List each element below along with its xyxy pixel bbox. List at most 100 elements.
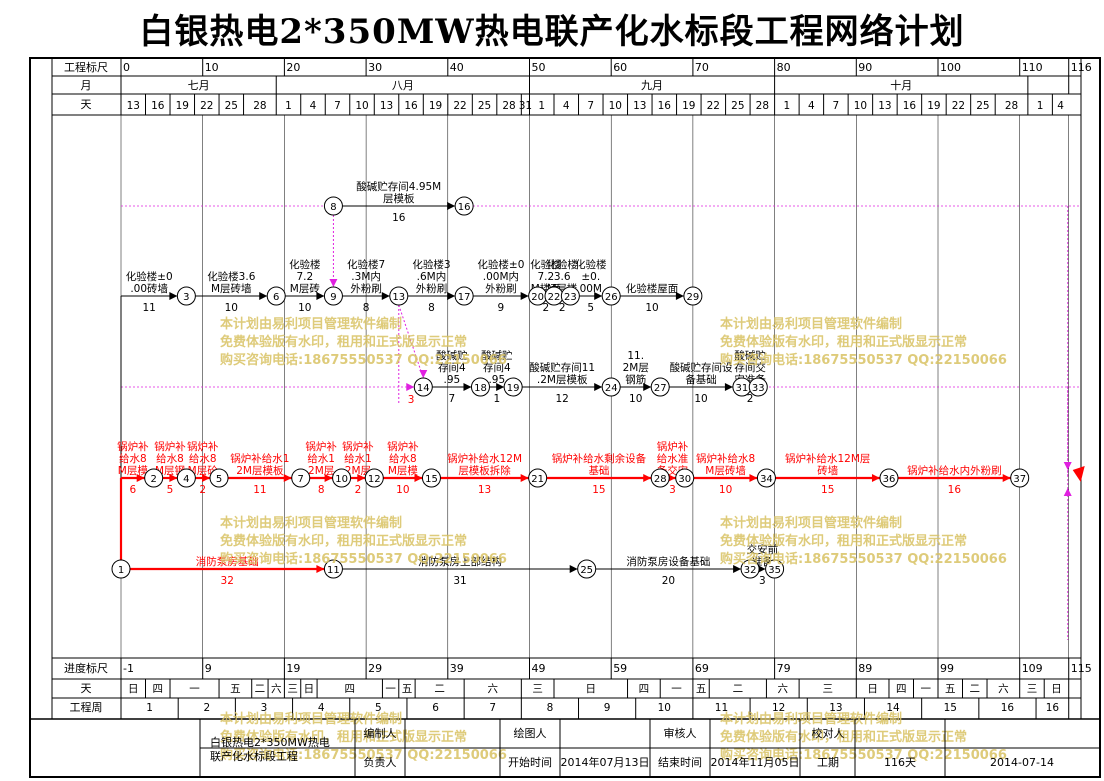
weekday-label: 日	[128, 683, 139, 695]
weekday-label: 日	[1051, 683, 1062, 695]
activity-duration: 7	[449, 393, 456, 405]
network-node	[413, 377, 433, 397]
activity-duration: 12	[555, 393, 568, 405]
activity-duration: 31	[453, 575, 466, 587]
progress-row-label: 进度标尺	[64, 661, 108, 675]
sig-date-value: 2014-07-14	[990, 756, 1054, 769]
day-label: 25	[225, 100, 238, 112]
progress-tick-label: 79	[777, 662, 791, 675]
activity-arrowhead	[594, 292, 603, 300]
network-node	[748, 377, 768, 397]
node-number: 28	[654, 474, 667, 485]
activity-arrowhead	[324, 474, 333, 482]
progress-tick-label: 19	[286, 662, 300, 675]
activity-duration: 15	[821, 484, 834, 496]
activity-arrowhead	[136, 474, 145, 482]
activity-name: 消防泵房设备基础	[626, 555, 710, 568]
activity-name: 锅炉补给水12M层	[785, 452, 870, 465]
activity-name: 消防泵房基础	[196, 555, 259, 568]
sig-checker-label: 校对人	[812, 726, 845, 740]
week-label: 9	[604, 702, 611, 714]
node-number: 31	[736, 383, 749, 394]
activity-name: 化验楼7	[347, 258, 385, 271]
activity-duration: 11	[142, 302, 155, 314]
scale-tick-label: 10	[205, 61, 219, 74]
node-number: 36	[883, 474, 896, 485]
activity-arrowhead	[594, 383, 603, 391]
network-node	[740, 559, 760, 579]
watermark-text: 购买咨询电话:18675550537 QQ:22150066	[220, 352, 507, 368]
network-node	[176, 286, 196, 306]
week-label: 5	[375, 702, 382, 714]
scale-tick-label: 40	[450, 61, 464, 74]
weekday-label: 五	[696, 683, 707, 695]
month-label: 七月	[188, 79, 210, 92]
day-label: 19	[682, 100, 695, 112]
activity-name: 00M	[580, 283, 602, 295]
weekday-label: 一	[385, 683, 396, 695]
progress-tick-label: 29	[368, 662, 382, 675]
activity-arrowhead	[447, 202, 456, 210]
day-label: 1	[285, 100, 292, 112]
activity-duration: 32	[221, 575, 234, 587]
float-guide-arrow	[1063, 488, 1072, 496]
activity-name: 存间交	[734, 361, 766, 374]
week-label: 11	[715, 702, 728, 714]
day-label: 19	[176, 100, 189, 112]
activity-name: 给水8	[119, 452, 147, 465]
activity-duration: 10	[719, 484, 732, 496]
day-row-label: 天	[81, 98, 92, 111]
network-node	[601, 286, 621, 306]
week-label: 6	[432, 702, 439, 714]
activity-name: .00砖墙	[130, 282, 168, 295]
activity-arrowhead	[447, 292, 456, 300]
scale-tick-label: 90	[858, 61, 872, 74]
activity-arrowhead	[414, 474, 423, 482]
activity-name: 层模板拆除	[458, 464, 511, 477]
weekday-label: 一	[671, 683, 682, 695]
scale-row-label: 工程标尺	[64, 60, 108, 74]
activity-name: ±0.	[581, 271, 600, 283]
activity-name: .95	[444, 374, 461, 386]
node-number: 37	[1013, 474, 1026, 485]
scale-tick-label: 80	[777, 61, 791, 74]
activity-name: M层模	[388, 465, 419, 477]
activity-name: 层模板	[383, 192, 415, 205]
sig-duration-label: 工期	[817, 756, 839, 769]
watermark-text: 本计划由易利项目管理软件编制	[220, 515, 402, 531]
day-label: 4	[563, 100, 570, 112]
day-label: 1	[784, 100, 791, 112]
activity-name: 锅炉补	[187, 440, 219, 453]
weekday-label: 二	[733, 683, 744, 695]
week-label: 16	[1001, 702, 1015, 714]
activity-name: 锅炉补	[342, 440, 374, 453]
activity-duration: 16	[948, 484, 962, 496]
node-number: 6	[273, 292, 279, 303]
activity-arrowhead	[1002, 474, 1011, 482]
progress-tick-label: 9	[205, 662, 212, 675]
activity-name: 2M层	[623, 362, 649, 374]
sig-reviewer-label: 审核人	[664, 726, 697, 740]
activity-name: M层砖墙	[211, 282, 252, 295]
activity-arrowhead	[202, 474, 211, 482]
activity-name: 锅炉补	[657, 440, 689, 453]
activity-arrowhead	[643, 474, 652, 482]
progress-tick-label: -1	[123, 662, 134, 675]
sig-drafter-label: 绘图人	[514, 726, 547, 740]
network-node	[503, 377, 523, 397]
network-node	[323, 286, 343, 306]
activity-duration: 10	[645, 302, 658, 314]
activity-name: 锅炉补	[305, 440, 337, 453]
activity-name: 化验楼	[575, 258, 607, 271]
weekday-label: 三	[822, 683, 833, 695]
network-node	[144, 468, 164, 488]
day-label: 19	[927, 100, 940, 112]
network-node	[111, 559, 131, 579]
activity-arrowhead	[667, 474, 676, 482]
weekday-label: 二	[970, 683, 981, 695]
day-label: 7	[587, 100, 594, 112]
sig-end-label: 结束时间	[658, 756, 702, 769]
activity-duration: 2	[542, 302, 549, 314]
watermark-text: 本计划由易利项目管理软件编制	[220, 711, 402, 727]
